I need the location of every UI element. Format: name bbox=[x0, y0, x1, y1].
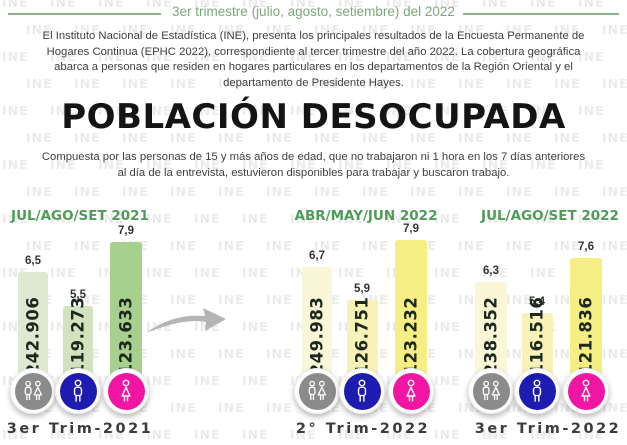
definition-subtitle: Compuesta por las personas de 15 y más a… bbox=[41, 151, 586, 179]
bar-women bbox=[395, 240, 427, 380]
rate-label: 7,9 bbox=[118, 225, 134, 237]
group-3-period-header: JUL/AGO/SET 2022 bbox=[481, 208, 619, 224]
badge-men bbox=[514, 368, 560, 414]
count-label: 123.633 bbox=[116, 296, 136, 376]
bar-women bbox=[110, 242, 142, 380]
rate-label: 6,5 bbox=[25, 255, 41, 267]
count-label: 126.751 bbox=[352, 296, 372, 376]
group-1-footer-label: 3er Trim-2021 bbox=[6, 421, 154, 437]
man-icon bbox=[73, 379, 83, 402]
woman-icon bbox=[121, 379, 131, 402]
bar-women bbox=[570, 258, 602, 380]
badge-men bbox=[339, 368, 385, 414]
badge-men bbox=[55, 368, 101, 414]
rate-label: 5,5 bbox=[70, 289, 86, 301]
bar-men bbox=[347, 300, 378, 380]
group-1-period-header: JUL/AGO/SET 2021 bbox=[11, 208, 149, 224]
count-label: 119.273 bbox=[68, 296, 88, 376]
bar-total bbox=[18, 272, 48, 380]
bar-total bbox=[475, 282, 507, 380]
group-2-period-header: ABR/MAY/JUN 2022 bbox=[294, 208, 438, 224]
header-rule-right bbox=[463, 13, 619, 15]
woman-icon bbox=[406, 379, 416, 402]
rate-label: 7,9 bbox=[403, 223, 419, 235]
rate-label: 6,7 bbox=[309, 250, 325, 262]
badge-women bbox=[103, 368, 149, 414]
rate-label: 5,4 bbox=[529, 296, 545, 308]
count-label: 238.352 bbox=[481, 296, 501, 376]
page-title: POBLACIÓN DESOCUPADA bbox=[61, 97, 566, 137]
trimester-header: 3er trimestre (julio, agosto, setiembre)… bbox=[172, 4, 455, 19]
rate-label: 6,3 bbox=[483, 265, 499, 277]
man-icon bbox=[357, 379, 367, 402]
rate-label: 7,6 bbox=[578, 241, 594, 253]
group-3-footer-label: 3er Trim-2022 bbox=[474, 421, 622, 437]
count-label: 123.232 bbox=[401, 296, 421, 376]
bar-total bbox=[302, 267, 332, 380]
man-icon bbox=[532, 379, 542, 402]
header-rule-left bbox=[8, 13, 161, 15]
badge-total bbox=[10, 368, 56, 414]
badge-women bbox=[563, 368, 609, 414]
rate-label: 5,9 bbox=[354, 283, 370, 295]
men-women-icon bbox=[308, 380, 327, 401]
group-2-footer-label: 2° Trim-2022 bbox=[295, 421, 431, 437]
count-label: 116.516 bbox=[527, 296, 547, 376]
men-women-icon bbox=[482, 380, 501, 401]
men-women-icon bbox=[24, 380, 43, 401]
badge-total bbox=[294, 368, 340, 414]
badge-women bbox=[388, 368, 434, 414]
transition-arrow-icon bbox=[146, 308, 226, 333]
bar-men bbox=[63, 306, 93, 380]
woman-icon bbox=[581, 379, 591, 402]
count-label: 249.983 bbox=[307, 296, 327, 376]
count-label: 242.906 bbox=[23, 296, 43, 376]
badge-total bbox=[468, 368, 514, 414]
count-label: 121.836 bbox=[576, 296, 596, 376]
intro-paragraph: El Instituto Nacional de Estadística (IN… bbox=[42, 30, 585, 89]
